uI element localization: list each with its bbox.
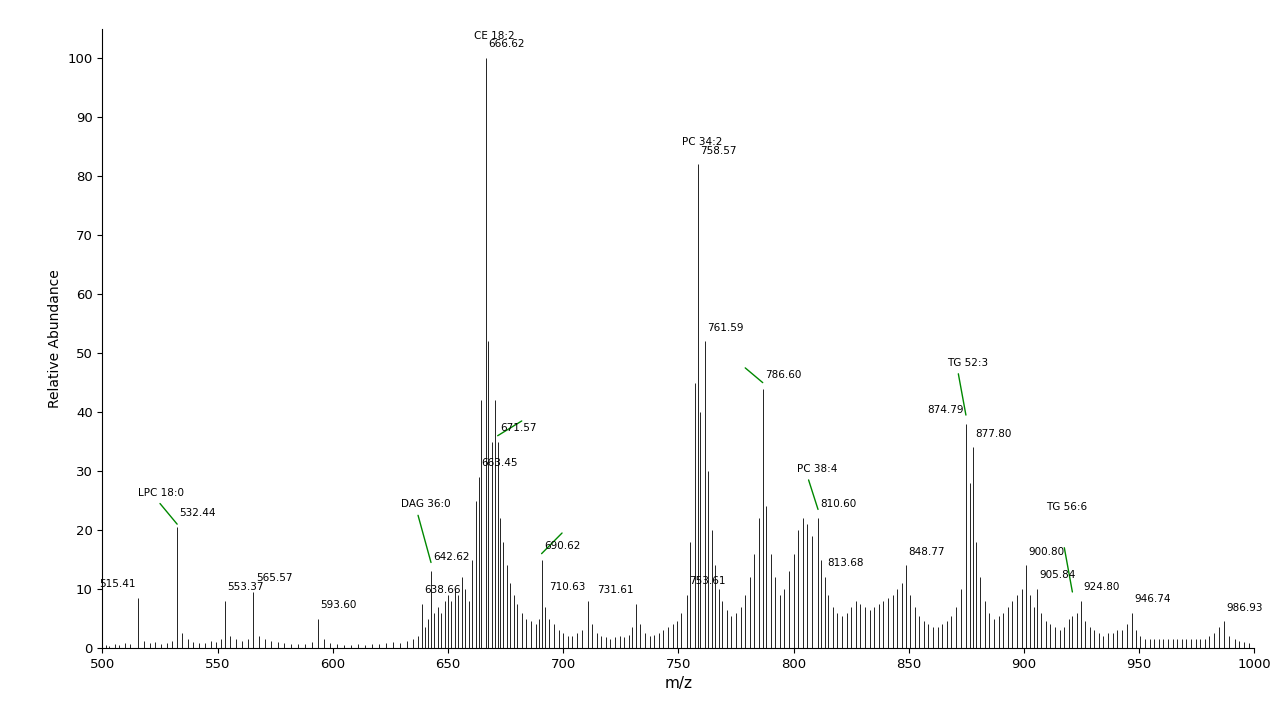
Text: 753.61: 753.61 xyxy=(689,576,726,586)
Text: 874.79: 874.79 xyxy=(927,405,964,415)
Text: 710.63: 710.63 xyxy=(549,582,585,592)
Text: PC 38:4: PC 38:4 xyxy=(797,464,837,474)
Text: 565.57: 565.57 xyxy=(256,573,292,583)
Text: 553.37: 553.37 xyxy=(228,582,264,592)
Text: 924.80: 924.80 xyxy=(1083,582,1120,592)
Text: 671.57: 671.57 xyxy=(500,423,536,433)
Text: 731.61: 731.61 xyxy=(598,585,634,595)
Text: 593.60: 593.60 xyxy=(320,600,357,610)
Text: 761.59: 761.59 xyxy=(708,323,744,333)
Text: 663.45: 663.45 xyxy=(481,458,518,468)
Text: 532.44: 532.44 xyxy=(179,508,216,518)
Text: 758.57: 758.57 xyxy=(700,145,737,156)
Text: 946.74: 946.74 xyxy=(1134,594,1170,604)
Text: 986.93: 986.93 xyxy=(1226,603,1263,613)
Text: 515.41: 515.41 xyxy=(99,579,136,589)
Text: 877.80: 877.80 xyxy=(975,428,1011,438)
Text: TG 56:6: TG 56:6 xyxy=(1046,503,1087,513)
X-axis label: m/z: m/z xyxy=(664,676,692,691)
Text: DAG 36:0: DAG 36:0 xyxy=(401,500,451,510)
Text: 905.84: 905.84 xyxy=(1039,570,1076,580)
Text: CE 18:2: CE 18:2 xyxy=(475,30,515,40)
Text: 810.60: 810.60 xyxy=(820,500,856,510)
Text: LPC 18:0: LPC 18:0 xyxy=(138,487,184,498)
Text: 900.80: 900.80 xyxy=(1028,546,1064,557)
Text: 813.68: 813.68 xyxy=(827,559,864,568)
Text: 638.66: 638.66 xyxy=(424,585,461,595)
Text: 786.60: 786.60 xyxy=(765,369,801,379)
Text: 666.62: 666.62 xyxy=(489,40,525,50)
Text: 690.62: 690.62 xyxy=(544,541,580,551)
Text: TG 52:3: TG 52:3 xyxy=(947,358,988,368)
Text: PC 34:2: PC 34:2 xyxy=(682,137,722,147)
Y-axis label: Relative Abundance: Relative Abundance xyxy=(47,269,61,408)
Text: 642.62: 642.62 xyxy=(434,552,470,562)
Text: 848.77: 848.77 xyxy=(909,546,945,557)
